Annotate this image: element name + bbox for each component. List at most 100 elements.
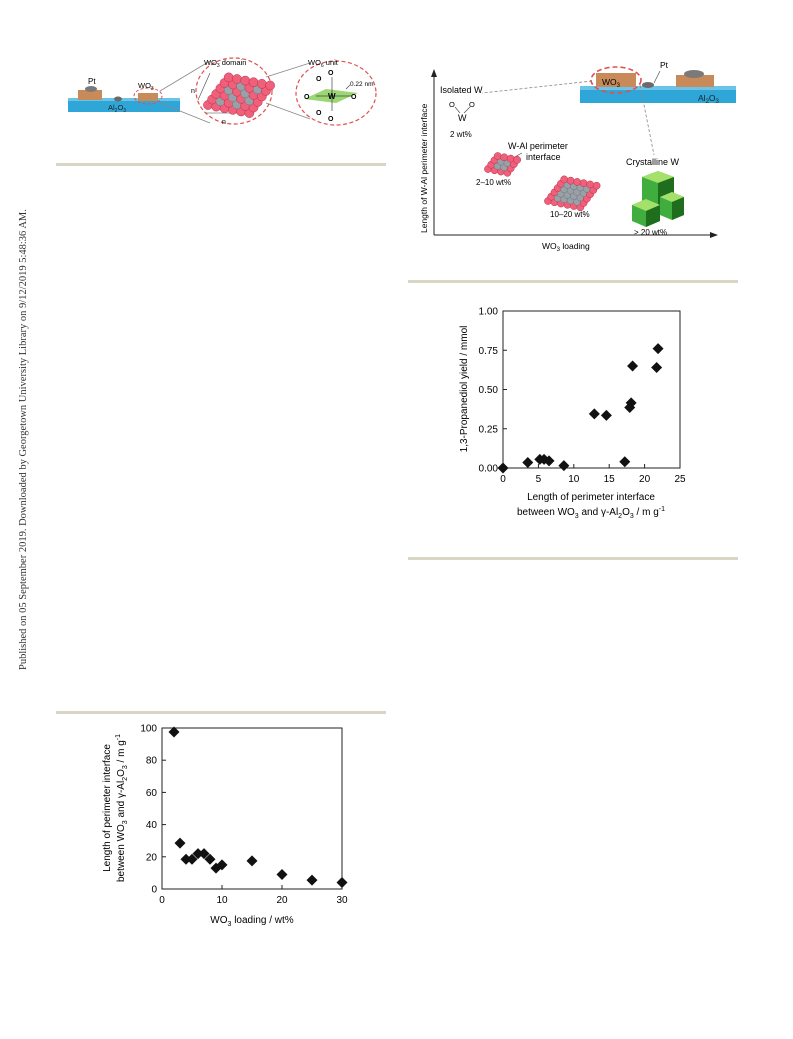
y-tick-label: 100 [140,724,157,735]
perimeter-label-line1: W-Al perimeter [508,141,568,151]
chart2-plot-frame [161,727,343,890]
svg-text:O: O [469,100,475,109]
x-tick-label: 30 [336,895,348,906]
data-point [522,457,534,469]
data-point [306,874,318,886]
inset-dashed-circle [590,66,642,94]
oxygen-sphere [566,176,575,185]
oxygen-sphere [586,180,594,189]
pt-particle [85,86,97,92]
svg-text:O: O [328,116,334,123]
wo3-domain-schematic: Pt WO3 Al2O3 WO3 domain n n WO6 unit W O… [68,57,377,126]
chart2-xlabel: WO3 loading / wt% [210,915,293,928]
x-tick-label: 20 [639,474,651,485]
data-point [543,455,555,467]
pt-label: Pt [88,77,96,86]
oxygen-sphere [573,178,582,186]
data-point [180,853,192,865]
chart2-ticks: 0 10 20 30 0 20 40 60 80 100 [140,724,348,907]
data-point [600,409,612,421]
data-point [651,362,663,374]
svg-text:O: O [316,110,322,117]
oxygen-sphere [265,80,275,91]
al2o3-label: Al2O3 [108,103,126,114]
data-point [216,859,228,871]
y-tick-label: 60 [146,788,158,799]
perimeter-length-chart: Length of perimeter interface between WO… [102,724,348,929]
isolated-w-atom: W [458,113,467,123]
svg-text:O: O [351,94,357,101]
isolated-w-label: Isolated W [440,85,483,95]
chart1-points [497,343,664,474]
data-point [627,360,639,372]
oxygen-sphere [579,179,588,188]
schematic-xlabel: WO3 loading [542,241,590,253]
n-bottom-label: n [222,119,226,126]
separator-rule-right-top [408,280,738,283]
svg-text:O: O [328,70,334,77]
x-tick-label: 0 [500,474,506,485]
wo3-block [138,93,158,101]
x-tick-label: 10 [216,895,228,906]
small-domain-spheres [484,152,522,177]
perimeter-loading-schematic: Length of W-Al perimeter interface WO3 l… [419,60,736,253]
wt-20-label: > 20 wt% [634,228,667,237]
crystalline-w-label: Crystalline W [626,157,680,167]
alumina-substrate [68,100,180,112]
oxygen-sphere [592,181,601,190]
schematic-ylabel: Length of W-Al perimeter interface [419,103,429,233]
unit-dashed-circle [295,60,377,126]
data-point [198,848,210,860]
data-point [336,877,348,889]
data-point [174,837,186,849]
oxygen-sphere [240,75,251,86]
distance-label: 0.22 nm [350,81,374,88]
chart2-ylabel-line1: Length of perimeter interface [102,744,113,872]
data-point [276,869,288,881]
y-tick-label: 40 [146,820,158,831]
oxygen-sphere [232,74,242,84]
svg-text:O: O [449,100,455,109]
data-point [558,460,570,472]
separator-rule-right-bottom [408,557,738,560]
y-tick-label: 1.00 [479,307,499,318]
x-tick-label: 5 [536,474,542,485]
chart1-xlabel-line1: Length of perimeter interface [527,492,655,503]
data-point [624,402,636,414]
data-point [186,853,198,865]
publication-note-text: Published on 05 September 2019. Download… [18,209,29,670]
wo3-dashed-circle [133,87,163,105]
chart2-ylabel-line2: between WO3 and γ-Al2O3 / m g-1 [115,734,129,882]
x-tick-label: 25 [674,474,686,485]
chart1-ylabel: 1,3-Propanediol yield / mmol [459,326,470,453]
n-left-label: n [191,88,195,95]
y-tick-label: 80 [146,756,158,767]
x-tick-label: 20 [276,895,288,906]
separator-rule-left-top [56,163,386,166]
oxygen-sphere [256,78,267,89]
oxygen-sphere [493,152,502,160]
perimeter-label-line2: interface [526,152,561,162]
inset-wo3-block [596,73,636,87]
data-point [204,853,216,865]
chart2-points [168,726,348,889]
oxygen-sphere [223,72,234,83]
data-point [168,726,180,738]
y-tick-label: 0 [151,885,157,896]
oxygen-sphere [506,154,515,163]
y-tick-label: 20 [146,852,158,863]
data-point [619,456,631,468]
isolated-wt-label: 2 wt% [450,130,472,139]
wt-10-20-label: 10–20 wt% [550,210,590,219]
y-tick-label: 0.25 [479,424,499,435]
data-point [192,848,204,860]
oxygen-sphere [560,175,569,184]
y-tick-label: 0.50 [479,385,499,396]
wt-2-10-label: 2–10 wt% [476,178,511,187]
medium-domain-spheres [544,175,601,212]
domain-label: WO3 domain [204,58,246,69]
domain-sphere-grid [203,72,275,118]
publication-side-note: Published on 05 September 2019. Download… [4,170,29,670]
inset-al2o3-label: Al2O3 [698,93,720,105]
wo3-label: WO3 [138,81,154,92]
